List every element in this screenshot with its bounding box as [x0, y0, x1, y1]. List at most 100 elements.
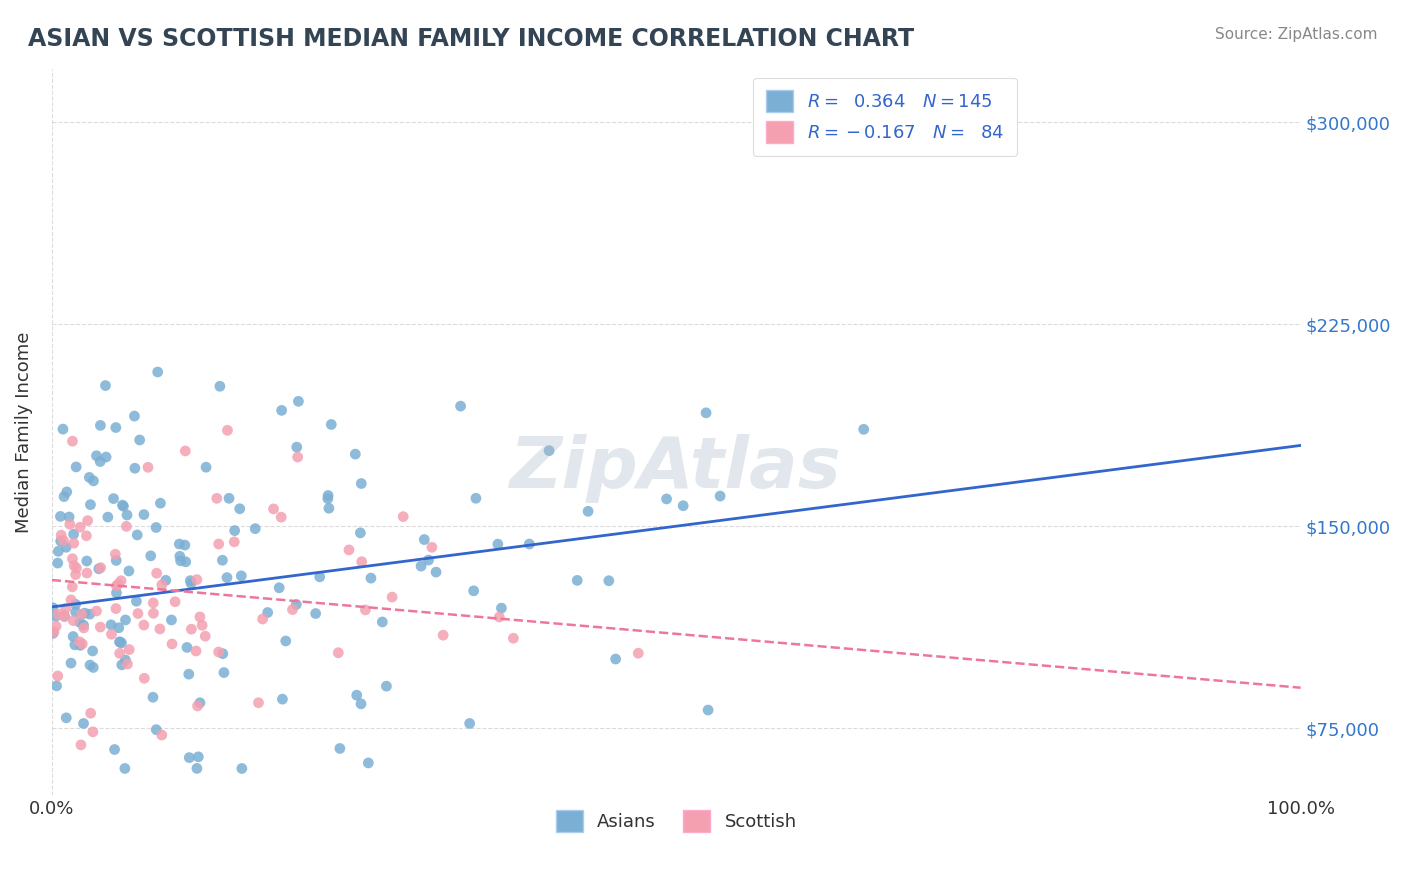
- Y-axis label: Median Family Income: Median Family Income: [15, 331, 32, 533]
- Point: [94, 450, 117, 464]
- Point: [94, 378, 117, 392]
- Point: [87, 562, 110, 576]
- Point: [212, 665, 235, 680]
- Point: [195, 460, 218, 475]
- Point: [305, 607, 328, 621]
- Point: [124, 409, 146, 423]
- Point: [89, 620, 111, 634]
- Point: [136, 460, 159, 475]
- Point: [270, 510, 292, 524]
- Point: [274, 634, 297, 648]
- Point: [114, 613, 136, 627]
- Point: [176, 640, 198, 655]
- Point: [245, 522, 267, 536]
- Point: [360, 571, 382, 585]
- Point: [69, 634, 91, 648]
- Point: [103, 742, 125, 756]
- Point: [697, 703, 720, 717]
- Point: [180, 622, 202, 636]
- Point: [194, 629, 217, 643]
- Point: [72, 637, 94, 651]
- Point: [117, 657, 139, 672]
- Point: [160, 613, 183, 627]
- Point: [285, 598, 308, 612]
- Point: [605, 652, 627, 666]
- Point: [115, 519, 138, 533]
- Point: [107, 621, 129, 635]
- Point: [72, 618, 94, 632]
- Point: [89, 418, 111, 433]
- Point: [328, 646, 350, 660]
- Point: [42, 626, 65, 640]
- Point: [79, 658, 101, 673]
- Point: [118, 642, 141, 657]
- Point: [155, 574, 177, 588]
- Point: [104, 547, 127, 561]
- Point: [69, 639, 91, 653]
- Point: [49, 534, 72, 549]
- Point: [70, 738, 93, 752]
- Point: [207, 645, 229, 659]
- Point: [128, 433, 150, 447]
- Point: [231, 569, 253, 583]
- Point: [65, 561, 87, 575]
- Point: [145, 566, 167, 581]
- Point: [491, 601, 513, 615]
- Point: [111, 657, 134, 672]
- Point: [217, 423, 239, 437]
- Point: [79, 607, 101, 621]
- Point: [55, 484, 77, 499]
- Point: [263, 502, 285, 516]
- Point: [350, 555, 373, 569]
- Point: [82, 644, 104, 658]
- Point: [134, 671, 156, 685]
- Point: [124, 461, 146, 475]
- Point: [105, 553, 128, 567]
- Point: [486, 537, 509, 551]
- Point: [695, 406, 717, 420]
- Point: [425, 565, 447, 579]
- Point: [45, 619, 67, 633]
- Point: [63, 558, 86, 573]
- Point: [108, 635, 131, 649]
- Point: [270, 403, 292, 417]
- Point: [350, 476, 373, 491]
- Point: [655, 491, 678, 506]
- Point: [132, 508, 155, 522]
- Point: [60, 580, 83, 594]
- Point: [146, 365, 169, 379]
- Point: [86, 449, 108, 463]
- Point: [51, 528, 73, 542]
- Point: [105, 586, 128, 600]
- Point: [287, 394, 309, 409]
- Point: [46, 556, 69, 570]
- Point: [174, 555, 197, 569]
- Point: [100, 617, 122, 632]
- Point: [350, 697, 373, 711]
- Point: [115, 508, 138, 522]
- Point: [110, 636, 132, 650]
- Point: [287, 450, 309, 464]
- Point: [142, 607, 165, 621]
- Point: [271, 692, 294, 706]
- Point: [420, 541, 443, 555]
- Point: [184, 644, 207, 658]
- Point: [46, 669, 69, 683]
- Text: ZipAtlas: ZipAtlas: [510, 434, 842, 503]
- Point: [173, 538, 195, 552]
- Point: [46, 607, 69, 621]
- Point: [142, 596, 165, 610]
- Point: [105, 579, 128, 593]
- Point: [149, 622, 172, 636]
- Point: [53, 609, 76, 624]
- Point: [125, 594, 148, 608]
- Point: [177, 667, 200, 681]
- Point: [55, 541, 77, 555]
- Point: [392, 509, 415, 524]
- Point: [62, 614, 84, 628]
- Point: [247, 696, 270, 710]
- Point: [187, 698, 209, 713]
- Point: [73, 606, 96, 620]
- Point: [82, 474, 104, 488]
- Point: [211, 647, 233, 661]
